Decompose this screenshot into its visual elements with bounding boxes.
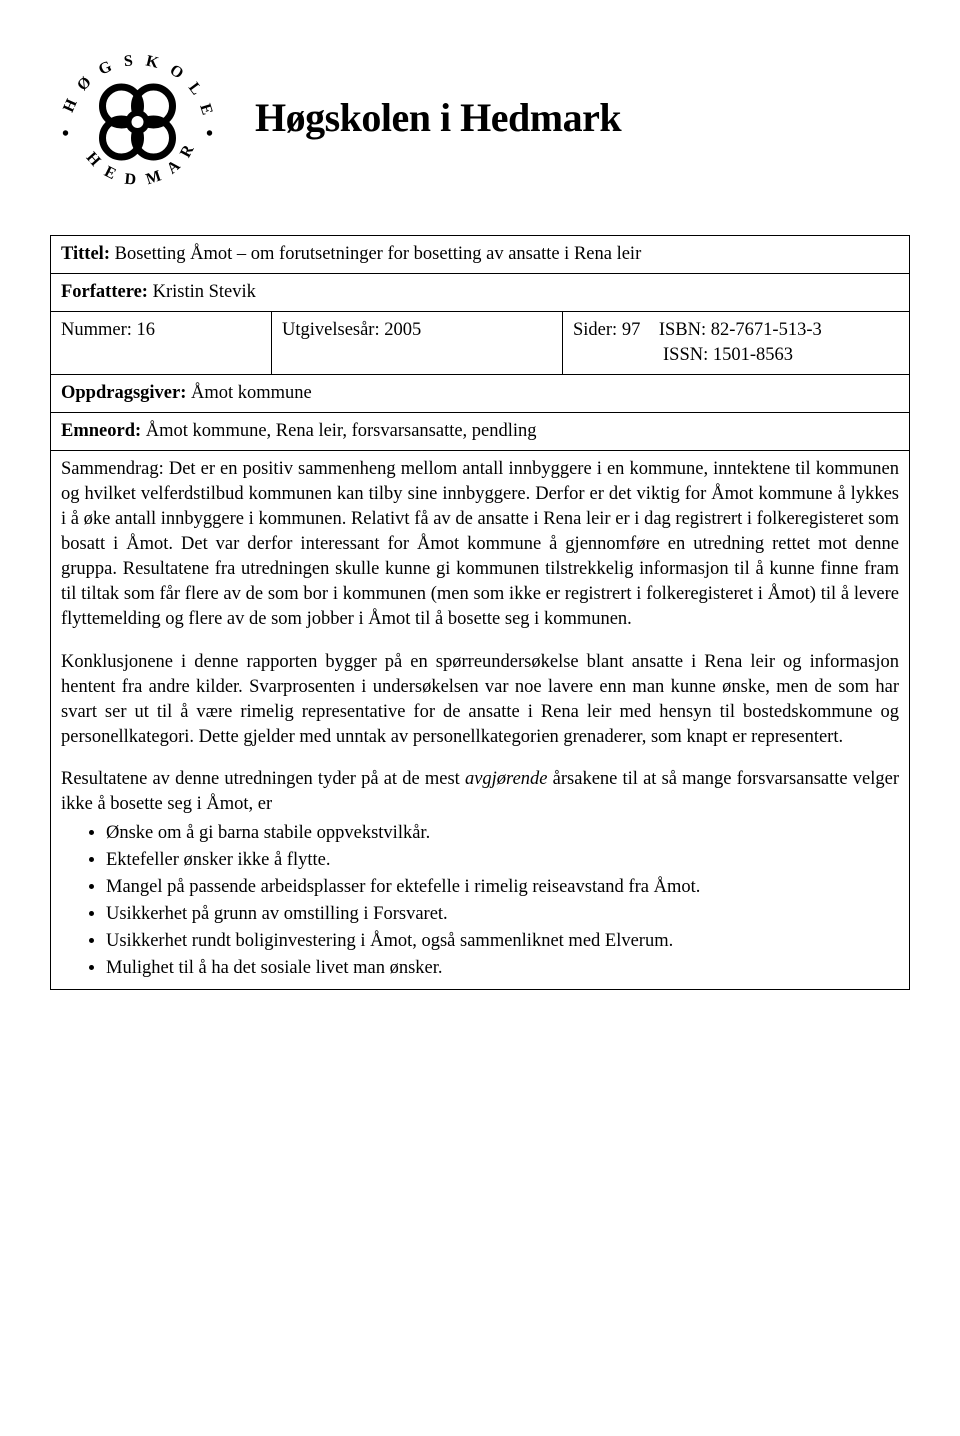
- list-item: Mangel på passende arbeidsplasser for ek…: [106, 875, 899, 900]
- list-item: Ønske om å gi barna stabile oppvekstvilk…: [106, 821, 899, 846]
- list-item: Usikkerhet på grunn av omstilling i Fors…: [106, 902, 899, 927]
- summary-p3-pre: Resultatene av denne utredningen tyder p…: [61, 769, 465, 789]
- client-value: Åmot kommune: [191, 383, 312, 403]
- pages-value: 97: [622, 320, 641, 340]
- list-item: Ektefeller ønsker ikke å flytte.: [106, 848, 899, 873]
- header: H Ø G S K O L E N H E D M A R K • • Hø: [50, 30, 910, 205]
- client-row: Oppdragsgiver: Åmot kommune: [51, 375, 909, 413]
- authors-label: Forfattere:: [61, 282, 148, 302]
- keywords-row: Emneord: Åmot kommune, Rena leir, forsva…: [51, 413, 909, 451]
- summary-p1: Det er en positiv sammenheng mellom anta…: [61, 459, 899, 629]
- summary-bullet-list: Ønske om å gi barna stabile oppvekstvilk…: [106, 821, 899, 981]
- list-item: Mulighet til å ha det sosiale livet man …: [106, 956, 899, 981]
- year-label: Utgivelsesår:: [282, 320, 380, 340]
- svg-text:•: •: [62, 123, 69, 145]
- list-item: Usikkerhet rundt boliginvestering i Åmot…: [106, 929, 899, 954]
- summary-p3-italic: avgjørende: [465, 769, 548, 789]
- client-label: Oppdragsgiver:: [61, 383, 186, 403]
- summary-p2: Konklusjonene i denne rapporten bygger p…: [61, 650, 899, 750]
- number-year-ids-row: Nummer: 16 Utgivelsesår: 2005 Sider: 97 …: [51, 312, 909, 375]
- year-value: 2005: [384, 320, 421, 340]
- summary-label: Sammendrag:: [61, 459, 164, 479]
- metadata-box: Tittel: Bosetting Åmot – om forutsetning…: [50, 235, 910, 990]
- title-row: Tittel: Bosetting Åmot – om forutsetning…: [51, 236, 909, 274]
- institution-logo: H Ø G S K O L E N H E D M A R K • •: [50, 30, 225, 205]
- keywords-value: Åmot kommune, Rena leir, forsvarsansatte…: [146, 421, 537, 441]
- isbn-value: 82-7671-513-3: [711, 320, 822, 340]
- authors-value: Kristin Stevik: [153, 282, 256, 302]
- title-value: Bosetting Åmot – om forutsetninger for b…: [115, 244, 642, 264]
- pages-label: Sider:: [573, 320, 617, 340]
- document-page: H Ø G S K O L E N H E D M A R K • • Hø: [0, 0, 960, 1030]
- institution-name: Høgskolen i Hedmark: [255, 94, 621, 141]
- summary-section: Sammendrag: Det er en positiv sammenheng…: [51, 451, 909, 989]
- keywords-label: Emneord:: [61, 421, 141, 441]
- number-label: Nummer:: [61, 320, 132, 340]
- issn-label: ISSN:: [663, 345, 708, 365]
- authors-row: Forfattere: Kristin Stevik: [51, 274, 909, 312]
- svg-text:•: •: [206, 123, 213, 145]
- isbn-label: ISBN:: [659, 320, 706, 340]
- issn-value: 1501-8563: [713, 345, 793, 365]
- number-value: 16: [137, 320, 156, 340]
- title-label: Tittel:: [61, 244, 110, 264]
